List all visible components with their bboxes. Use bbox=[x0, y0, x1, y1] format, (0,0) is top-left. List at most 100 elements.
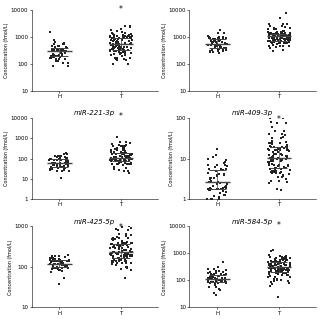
Point bbox=[213, 43, 218, 48]
Point bbox=[114, 28, 119, 33]
Point bbox=[268, 249, 273, 254]
Point bbox=[118, 26, 124, 31]
Point bbox=[128, 254, 133, 259]
Point bbox=[122, 157, 127, 162]
Point bbox=[222, 172, 227, 177]
Point bbox=[286, 34, 292, 39]
Point bbox=[267, 36, 272, 41]
Point bbox=[287, 168, 292, 173]
Point bbox=[267, 167, 272, 172]
Point bbox=[121, 36, 126, 41]
Point bbox=[64, 263, 69, 268]
Point bbox=[58, 54, 63, 59]
Point bbox=[277, 41, 282, 46]
Point bbox=[223, 45, 228, 51]
Point bbox=[128, 24, 133, 29]
Point bbox=[271, 169, 276, 174]
Point bbox=[211, 183, 216, 188]
Point bbox=[276, 37, 281, 42]
Point bbox=[60, 262, 65, 267]
Point bbox=[270, 149, 276, 155]
Point bbox=[52, 261, 57, 267]
Point bbox=[208, 186, 213, 191]
Point bbox=[115, 37, 120, 42]
Point bbox=[129, 240, 134, 245]
Point bbox=[110, 47, 116, 52]
Point bbox=[109, 52, 114, 57]
Point bbox=[285, 148, 291, 153]
Point bbox=[211, 176, 216, 181]
Point bbox=[268, 158, 274, 163]
Point bbox=[212, 276, 217, 282]
Point bbox=[224, 164, 229, 169]
Point bbox=[53, 53, 58, 58]
Point bbox=[125, 235, 131, 240]
Point bbox=[117, 159, 122, 164]
Point bbox=[266, 270, 271, 275]
Point bbox=[268, 30, 274, 36]
Point bbox=[266, 252, 271, 257]
Point bbox=[115, 55, 120, 60]
Point bbox=[269, 141, 274, 146]
Point bbox=[124, 166, 129, 171]
Point bbox=[268, 39, 273, 44]
Point bbox=[110, 241, 115, 246]
Point bbox=[57, 153, 62, 158]
Point bbox=[279, 153, 284, 158]
Point bbox=[211, 40, 216, 45]
Point bbox=[55, 259, 60, 264]
Point bbox=[112, 147, 117, 152]
Point bbox=[66, 168, 71, 173]
Point bbox=[126, 32, 132, 37]
Point bbox=[282, 256, 287, 261]
Point bbox=[211, 36, 216, 41]
Point bbox=[108, 148, 114, 154]
Point bbox=[126, 168, 131, 173]
Point bbox=[108, 156, 113, 161]
Point bbox=[212, 43, 217, 48]
Point bbox=[121, 146, 126, 151]
Point bbox=[280, 266, 285, 271]
Point bbox=[269, 279, 274, 284]
Point bbox=[277, 171, 282, 176]
Point bbox=[269, 170, 274, 175]
Point bbox=[123, 58, 128, 63]
Point bbox=[218, 44, 223, 50]
Point bbox=[214, 41, 220, 46]
Point bbox=[270, 159, 275, 164]
Title: miR-425-5p: miR-425-5p bbox=[74, 219, 115, 225]
Point bbox=[115, 33, 120, 38]
Point bbox=[278, 30, 284, 35]
Point bbox=[213, 152, 219, 157]
Point bbox=[275, 269, 280, 275]
Point bbox=[274, 259, 279, 264]
Point bbox=[108, 241, 114, 246]
Point bbox=[63, 159, 68, 164]
Point bbox=[206, 277, 212, 282]
Point bbox=[111, 34, 116, 39]
Point bbox=[124, 36, 129, 41]
Y-axis label: Concentration (fmol/L): Concentration (fmol/L) bbox=[162, 239, 167, 295]
Point bbox=[274, 36, 279, 42]
Point bbox=[275, 42, 280, 47]
Point bbox=[60, 260, 66, 266]
Point bbox=[54, 157, 60, 163]
Point bbox=[215, 36, 220, 41]
Point bbox=[52, 44, 57, 50]
Point bbox=[217, 28, 222, 33]
Point bbox=[271, 38, 276, 43]
Point bbox=[61, 41, 67, 46]
Point bbox=[52, 258, 58, 263]
Point bbox=[55, 262, 60, 267]
Point bbox=[274, 31, 279, 36]
Point bbox=[223, 189, 228, 194]
Point bbox=[283, 176, 288, 181]
Point bbox=[116, 247, 121, 252]
Point bbox=[223, 279, 228, 284]
Point bbox=[63, 160, 68, 165]
Point bbox=[64, 161, 69, 166]
Point bbox=[270, 31, 275, 36]
Point bbox=[206, 278, 211, 283]
Point bbox=[270, 139, 275, 144]
Point bbox=[51, 264, 56, 269]
